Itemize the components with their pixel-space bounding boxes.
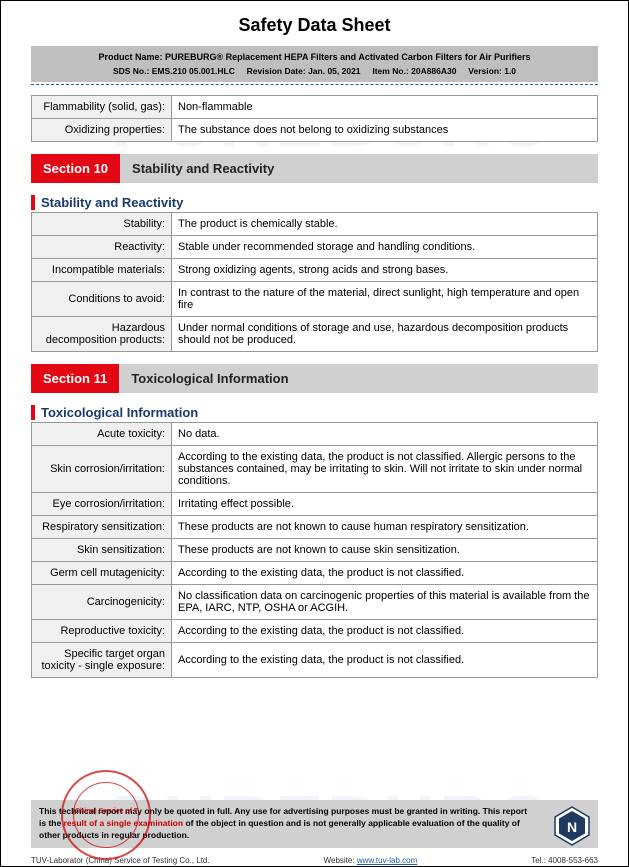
property-label: Acute toxicity: [32, 423, 172, 446]
property-label: Reproductive toxicity: [32, 620, 172, 643]
table-row: Reactivity:Stable under recommended stor… [32, 236, 598, 259]
section-title: Stability and Reactivity [120, 154, 598, 183]
property-label: Carcinogenicity: [32, 585, 172, 620]
page-footer: TUV-Laborator (China) Service of Testing… [31, 856, 598, 865]
property-value: No classification data on carcinogenic p… [172, 585, 598, 620]
table-row: Oxidizing properties: The substance does… [32, 119, 598, 142]
table-row: Stability:The product is chemically stab… [32, 213, 598, 236]
table-row: Incompatible materials:Strong oxidizing … [32, 259, 598, 282]
property-label: Hazardous decomposition products: [32, 317, 172, 352]
property-value: According to the existing data, the prod… [172, 446, 598, 493]
property-value: Non-flammable [172, 96, 598, 119]
rev-date: Jan. 05, 2021 [308, 66, 360, 76]
footer-tel: Tel.: 4008-553-663 [531, 856, 598, 865]
table-row: Skin corrosion/irritation:According to t… [32, 446, 598, 493]
table-row: Reproductive toxicity:According to the e… [32, 620, 598, 643]
section-number: Section 10 [31, 154, 120, 183]
dashed-separator [31, 84, 598, 85]
table-row: Skin sensitization:These products are no… [32, 539, 598, 562]
disclaimer-highlight: result of a single examination [64, 818, 184, 828]
property-value: Strong oxidizing agents, strong acids an… [172, 259, 598, 282]
property-label: Reactivity: [32, 236, 172, 259]
section-11-subheading: Toxicological Information [31, 405, 598, 420]
property-label: Flammability (solid, gas): [32, 96, 172, 119]
header-meta-line: SDS No.: EMS.210 05.001.HLC Revision Dat… [39, 65, 590, 78]
table-row: Flammability (solid, gas): Non-flammable [32, 96, 598, 119]
footer-company: TUV-Laborator (China) Service of Testing… [31, 856, 210, 865]
property-label: Specific target organ toxicity - single … [32, 643, 172, 678]
table-row: Respiratory sensitization:These products… [32, 516, 598, 539]
item-no: 20A886A30 [411, 66, 456, 76]
table-row: Specific target organ toxicity - single … [32, 643, 598, 678]
property-value: Under normal conditions of storage and u… [172, 317, 598, 352]
property-value: According to the existing data, the prod… [172, 620, 598, 643]
properties-table: Flammability (solid, gas): Non-flammable… [31, 95, 598, 142]
property-value: The product is chemically stable. [172, 213, 598, 236]
version-label: Version: [468, 66, 502, 76]
property-value: According to the existing data, the prod… [172, 643, 598, 678]
property-value: According to the existing data, the prod… [172, 562, 598, 585]
section-10-table: Stability:The product is chemically stab… [31, 212, 598, 352]
property-label: Respiratory sensitization: [32, 516, 172, 539]
property-value: Irritating effect possible. [172, 493, 598, 516]
section-10-subheading: Stability and Reactivity [31, 195, 598, 210]
property-label: Eye corrosion/irritation: [32, 493, 172, 516]
property-value: The substance does not belong to oxidizi… [172, 119, 598, 142]
certification-badge-icon: N [552, 806, 592, 846]
section-11-header: Section 11 Toxicological Information [31, 364, 598, 393]
property-value: No data. [172, 423, 598, 446]
property-label: Incompatible materials: [32, 259, 172, 282]
svg-text:N: N [567, 819, 577, 835]
section-10-header: Section 10 Stability and Reactivity [31, 154, 598, 183]
property-value: Stable under recommended storage and han… [172, 236, 598, 259]
property-label: Skin sensitization: [32, 539, 172, 562]
table-row: Hazardous decomposition products:Under n… [32, 317, 598, 352]
item-no-label: Item No.: [372, 66, 408, 76]
section-title: Toxicological Information [119, 364, 598, 393]
version: 1.0 [504, 66, 516, 76]
table-row: Acute toxicity:No data. [32, 423, 598, 446]
footer-link[interactable]: www.tuv-lab.com [357, 856, 417, 865]
sds-no: EMS.210 05.001.HLC [152, 66, 235, 76]
property-label: Stability: [32, 213, 172, 236]
disclaimer: This technical report may only be quoted… [31, 800, 598, 848]
table-row: Germ cell mutagenicity:According to the … [32, 562, 598, 585]
product-name-line: Product Name: PUREBURG® Replacement HEPA… [39, 51, 590, 65]
property-label: Conditions to avoid: [32, 282, 172, 317]
sds-no-label: SDS No.: [113, 66, 149, 76]
section-11-table: Acute toxicity:No data.Skin corrosion/ir… [31, 422, 598, 678]
property-value: These products are not known to cause hu… [172, 516, 598, 539]
section-number: Section 11 [31, 364, 119, 393]
property-label: Skin corrosion/irritation: [32, 446, 172, 493]
property-value: These products are not known to cause sk… [172, 539, 598, 562]
property-value: In contrast to the nature of the materia… [172, 282, 598, 317]
table-row: Conditions to avoid:In contrast to the n… [32, 282, 598, 317]
footer-website: Website: www.tuv-lab.com [324, 856, 418, 865]
property-label: Germ cell mutagenicity: [32, 562, 172, 585]
rev-date-label: Revision Date: [247, 66, 306, 76]
page-title: Safety Data Sheet [1, 1, 628, 46]
property-label: Oxidizing properties: [32, 119, 172, 142]
table-row: Eye corrosion/irritation:Irritating effe… [32, 493, 598, 516]
header-band: Product Name: PUREBURG® Replacement HEPA… [31, 46, 598, 82]
table-row: Carcinogenicity:No classification data o… [32, 585, 598, 620]
